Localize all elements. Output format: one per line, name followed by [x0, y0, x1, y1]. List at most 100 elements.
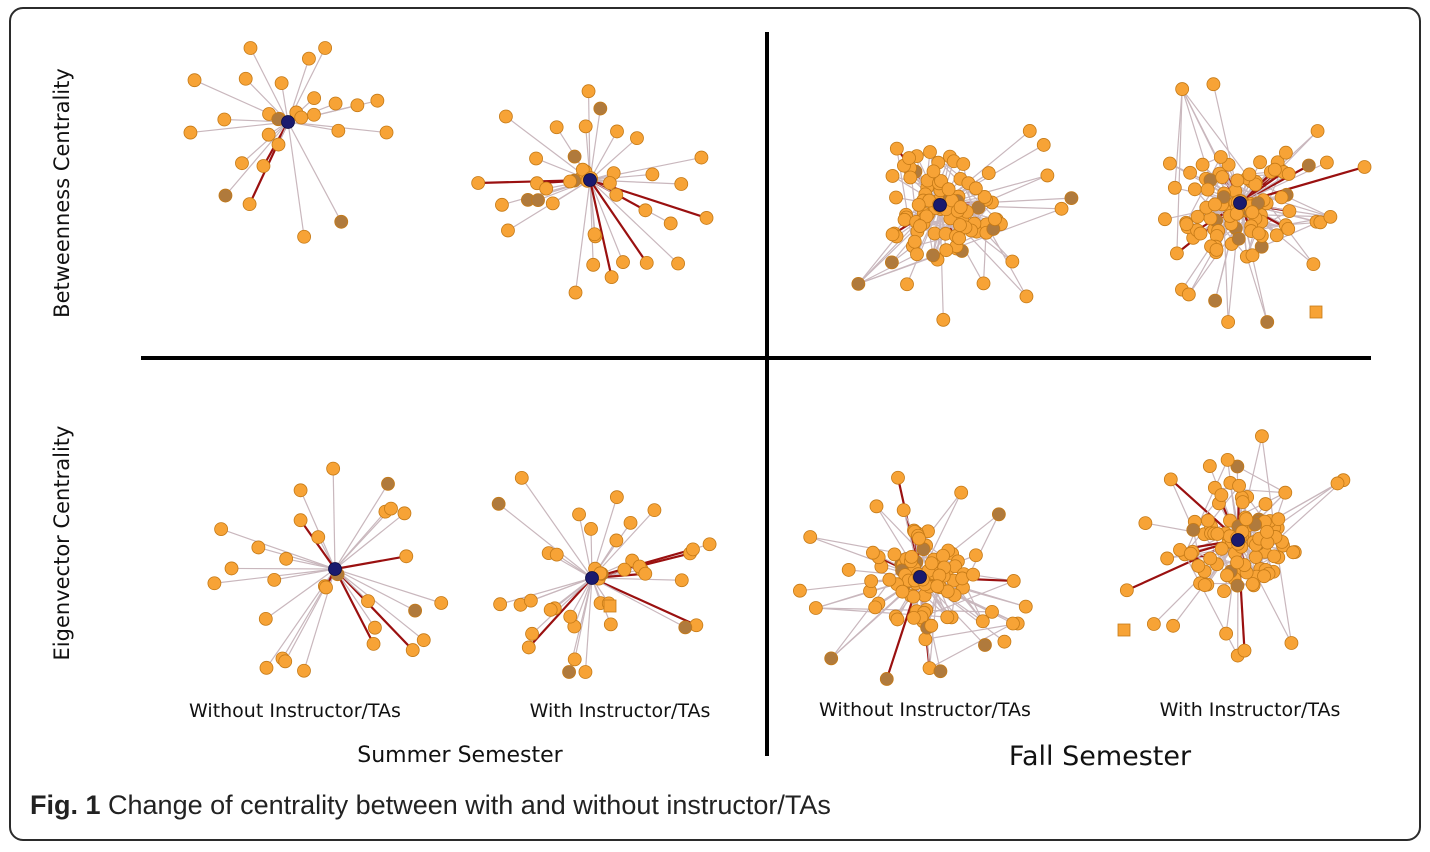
network-node [251, 540, 266, 555]
network-node [1230, 173, 1245, 188]
network-node [988, 212, 1002, 226]
network-node [879, 672, 894, 686]
network-node [334, 214, 349, 229]
network-node [985, 604, 999, 619]
network-edge [300, 490, 336, 570]
network-node [1195, 157, 1210, 172]
network-node [868, 600, 883, 615]
network-node [1267, 162, 1282, 177]
network-node [1215, 170, 1230, 185]
network-node [1022, 124, 1037, 138]
network-node [242, 197, 257, 212]
network-edge [587, 91, 591, 181]
network-node [936, 312, 951, 327]
network-node [1257, 569, 1271, 584]
network-edge [574, 179, 591, 293]
network-node [493, 597, 508, 612]
network-node [1278, 145, 1293, 160]
network-edge [498, 503, 593, 579]
network-node [702, 537, 717, 552]
network-nodes [491, 470, 717, 679]
network-nodes [1117, 429, 1351, 663]
network-node [609, 187, 624, 202]
network-node [1181, 287, 1196, 302]
network-node [214, 522, 229, 536]
network-node [603, 617, 618, 632]
network-node [1054, 201, 1069, 216]
network-edge [334, 568, 375, 645]
network-node [1175, 82, 1190, 96]
network-node [384, 501, 398, 516]
network-hub-node [1231, 533, 1245, 547]
network-hub-node [933, 198, 947, 212]
network-node [578, 665, 593, 679]
network-node [238, 71, 253, 86]
network-node [302, 51, 316, 66]
network-node [258, 611, 273, 626]
network-node [525, 626, 539, 641]
network-hub-node [913, 570, 927, 584]
network-node [529, 151, 543, 166]
column-label-summer-with: With Instructor/TAs [529, 700, 711, 722]
network-edge [531, 577, 593, 635]
network-node [1230, 555, 1244, 570]
network-edge [334, 508, 392, 570]
network-fall-betweenness-with [1158, 77, 1372, 329]
network-node [900, 277, 914, 292]
network-node [930, 579, 945, 594]
network-edge [574, 577, 593, 660]
network-nodes [471, 84, 714, 300]
network-node [1138, 516, 1153, 530]
network-node [586, 257, 601, 272]
network-node [1232, 478, 1246, 493]
network-node [297, 229, 312, 244]
network-edge [334, 483, 389, 570]
network-node [923, 145, 937, 159]
network-node [1040, 168, 1055, 183]
network-node [1005, 254, 1020, 269]
network-node [645, 167, 660, 182]
network-node [1245, 248, 1260, 263]
network-node [1251, 226, 1266, 241]
network-node [1239, 512, 1254, 527]
network-nodes [207, 461, 449, 678]
network-node [824, 651, 839, 666]
network-node [913, 219, 927, 233]
network-node [1191, 559, 1206, 573]
network-node [1281, 221, 1296, 236]
network-edge [286, 558, 336, 570]
network-node [604, 270, 619, 285]
network-edge [1246, 256, 1268, 323]
network-node [966, 567, 980, 582]
network-edge [1237, 466, 1286, 494]
network-node [1260, 524, 1274, 539]
network-node [841, 563, 856, 577]
network-node [895, 584, 910, 599]
network-node [1220, 452, 1235, 467]
network-node [1286, 545, 1301, 560]
network-hub-node [1233, 196, 1247, 210]
network-node [1220, 568, 1234, 583]
network-node [638, 566, 653, 581]
figure-caption-label: Fig. 1 [30, 790, 101, 820]
network-node [370, 93, 385, 108]
network-node [1208, 293, 1223, 308]
vertical-divider [765, 32, 769, 756]
network-node [890, 612, 905, 627]
network-node [602, 176, 617, 190]
network-node [904, 549, 919, 564]
network-edge [334, 512, 405, 570]
network-node [686, 542, 700, 557]
network-edge [530, 577, 593, 602]
network-node [1197, 578, 1212, 593]
network-node [1209, 242, 1224, 257]
network-node [501, 223, 515, 238]
network-edge [591, 509, 655, 579]
network-node [1169, 246, 1184, 261]
network-hub-node [281, 115, 295, 129]
network-node [593, 101, 608, 116]
semester-label-summer: Summer Semester [357, 743, 563, 768]
network-node [572, 507, 586, 522]
network-node [1158, 212, 1172, 227]
network-node [549, 547, 564, 562]
